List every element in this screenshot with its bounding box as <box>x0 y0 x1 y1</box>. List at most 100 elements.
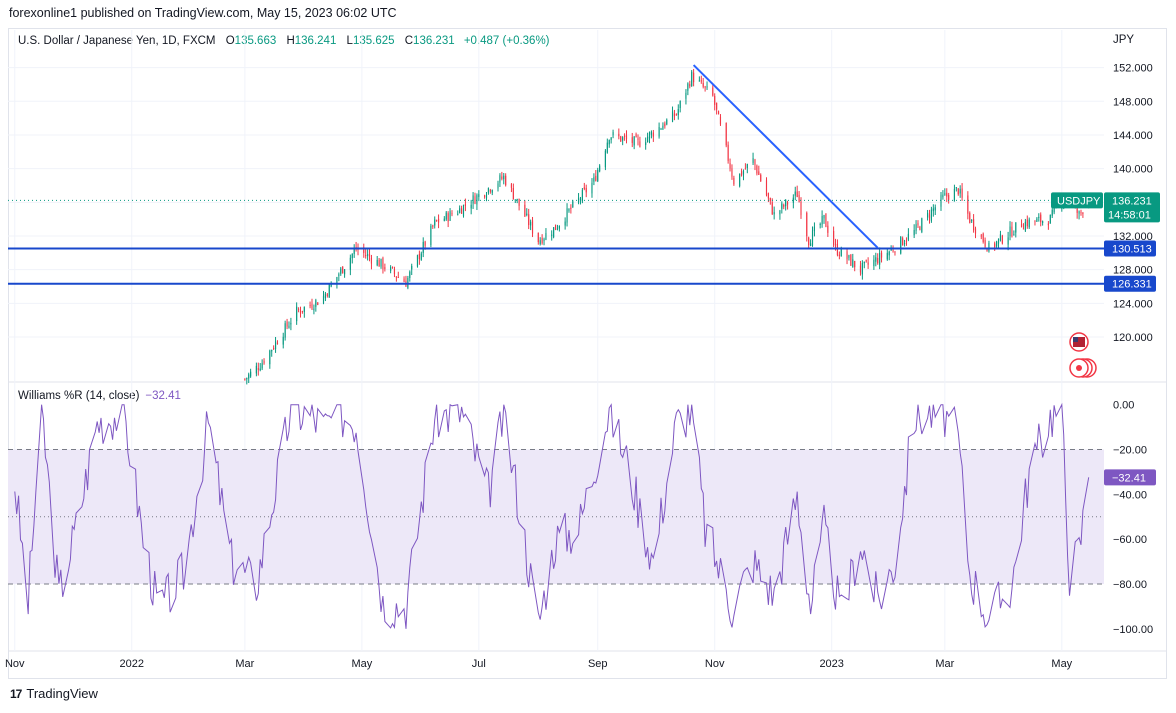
candle-body <box>986 248 988 252</box>
candle-body <box>905 240 908 242</box>
candle-body <box>512 188 514 200</box>
candle-body <box>459 208 461 213</box>
candle-body <box>447 213 449 222</box>
candle-body <box>785 199 787 207</box>
current-price-tag <box>1104 192 1160 223</box>
candle-body <box>303 306 305 312</box>
candle-body <box>771 202 773 215</box>
candle-body <box>928 214 931 219</box>
candle-body <box>971 219 973 222</box>
tradingview-footer[interactable]: 17 TradingView <box>10 686 98 701</box>
candle-body <box>1013 234 1015 236</box>
candle-body <box>380 258 382 267</box>
candle-body <box>570 207 572 209</box>
candle-body <box>244 378 246 380</box>
candle-body <box>675 114 677 116</box>
candle-body <box>714 96 716 105</box>
candle-body <box>639 141 641 147</box>
candle-body <box>679 100 681 109</box>
candle-body <box>798 194 800 203</box>
candle-body <box>593 177 595 182</box>
candle-body <box>800 201 802 216</box>
candle-body <box>296 306 298 322</box>
candle-body <box>693 72 695 83</box>
candle-body <box>961 188 963 198</box>
candle-body <box>263 360 265 364</box>
candle-body <box>530 221 532 226</box>
candle-body <box>760 174 762 182</box>
candle-body <box>324 293 326 299</box>
indicator-name: Williams %R (14, close) <box>18 390 140 402</box>
candle-body <box>606 142 608 153</box>
candle-body <box>806 212 808 237</box>
candle-body <box>900 236 902 254</box>
wr-tick-label: −40.00 <box>1113 489 1147 501</box>
candle-body <box>1011 226 1013 237</box>
candle-body <box>823 215 825 219</box>
candle-body <box>1024 221 1026 231</box>
x-tick-label: Mar <box>935 658 954 670</box>
candle-body <box>1022 228 1025 230</box>
chart-frame <box>8 28 1167 679</box>
candle-body <box>577 197 580 203</box>
candle-body <box>948 194 950 200</box>
candle-body <box>393 269 396 275</box>
candle-body <box>378 259 380 267</box>
candle-body <box>597 170 599 182</box>
candle-body <box>449 211 451 221</box>
candle-body <box>666 119 668 125</box>
candle-body <box>553 227 555 238</box>
candle-body <box>944 193 946 195</box>
candle-body <box>539 240 541 245</box>
candle-body <box>873 259 875 267</box>
x-tick-label: 2023 <box>819 658 843 670</box>
candle-body <box>637 138 639 140</box>
x-tick-label: May <box>1051 658 1072 670</box>
candle-body <box>888 251 890 256</box>
price-tick-label: 144.000 <box>1113 130 1153 142</box>
candle-body <box>1007 237 1009 245</box>
candle-body <box>808 237 810 246</box>
change-value: +0.487 (+0.36%) <box>463 35 550 47</box>
candle-body <box>365 255 367 257</box>
candle-body <box>819 223 821 225</box>
indicator-legend[interactable]: Williams %R (14, close) −32.41 <box>18 390 181 402</box>
candle-body <box>685 92 687 99</box>
x-tick-label: Nov <box>705 658 725 670</box>
candle-body <box>284 323 286 338</box>
candle-body <box>825 213 827 228</box>
candle-body <box>946 192 948 197</box>
candle-body <box>988 242 990 252</box>
candle-body <box>821 215 823 225</box>
price-tick-label: 148.000 <box>1113 96 1153 108</box>
candle-body <box>422 241 424 253</box>
candle-body <box>919 226 921 231</box>
candle-body <box>994 243 996 248</box>
candle-body <box>273 348 275 350</box>
candle-body <box>996 241 998 247</box>
candle-body <box>457 213 459 215</box>
candle-body <box>740 171 743 176</box>
wr-value-tag <box>1104 469 1156 486</box>
symbol-legend[interactable]: U.S. Dollar / Japanese Yen, 1D, FXCM O 13… <box>18 35 550 47</box>
candle-body <box>796 191 798 198</box>
candle-body <box>1020 223 1023 228</box>
candle-body <box>859 265 862 273</box>
candle-body <box>330 283 332 287</box>
candle-body <box>648 132 651 139</box>
candle-body <box>907 233 909 240</box>
candle-body <box>846 251 848 260</box>
wr-tick-label: −100.00 <box>1113 624 1153 636</box>
x-tick-label: 2022 <box>119 658 143 670</box>
candle-body <box>518 198 520 206</box>
candle-body <box>420 253 422 260</box>
candle-body <box>338 274 340 276</box>
candle-body <box>443 218 445 221</box>
candle-body <box>349 257 351 270</box>
candle-body <box>317 302 319 306</box>
candle-body <box>397 277 399 279</box>
candle-body <box>1053 206 1055 213</box>
candle-body <box>903 243 906 245</box>
candle-body <box>673 113 676 117</box>
